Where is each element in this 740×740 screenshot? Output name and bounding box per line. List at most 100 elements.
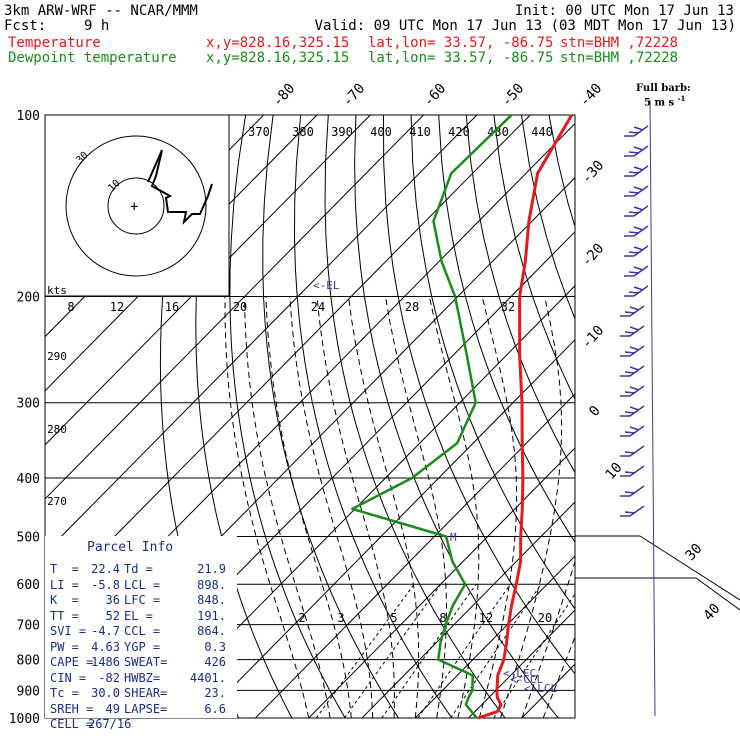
moist-adiabat-line — [348, 296, 420, 718]
wind-barb — [624, 125, 649, 137]
pressure-tick-label: 600 — [17, 578, 40, 593]
mixing-ratio-label: 20 — [538, 611, 552, 625]
isotherm-label: 30 — [682, 541, 705, 564]
wind-barb — [624, 225, 649, 237]
dry-adiabat-line — [229, 115, 346, 718]
level-annotation: <-EL — [313, 279, 340, 292]
wind-barb — [620, 325, 645, 337]
moist-adiabat-line — [542, 635, 575, 718]
sounding-traces — [351, 114, 573, 720]
parcel-cell: 23. — [204, 686, 226, 700]
pressure-tick-label: 500 — [17, 530, 40, 545]
parcel-cell: K = — [50, 593, 79, 607]
wind-barb — [620, 365, 645, 377]
temperature-xy: x,y=828.16,325.15 — [206, 35, 350, 51]
wind-barb — [620, 405, 645, 417]
theta-label: 380 — [292, 125, 314, 139]
isotherm-label: -40 — [577, 81, 606, 111]
isotherm-line — [45, 115, 424, 500]
parcel-row: CELL = 267/16 — [50, 717, 236, 732]
level-annotation: <-CCL — [510, 673, 543, 686]
isotherm-label: 40 — [700, 601, 723, 624]
theta-label: 420 — [448, 125, 470, 139]
parcel-row: SREH = 49 LAPSE= 6.6 — [50, 702, 236, 717]
mixing-ratio-label: 2 — [298, 611, 305, 625]
model-title: 3km ARW-WRF -- NCAR/MMM — [4, 3, 198, 19]
wind-barb — [620, 445, 645, 457]
parcel-cell: Td = — [124, 562, 153, 576]
parcel-cell: 267/16 — [88, 717, 132, 731]
pressure-tick-label: 800 — [17, 654, 40, 669]
isotherm-line — [308, 447, 575, 718]
theta-label: 370 — [248, 125, 270, 139]
parcel-cell: CELL = — [50, 717, 94, 731]
pressure-tick-label: 100 — [17, 109, 40, 124]
temperature-latlon: lat,lon= 33.57, -86.75 — [368, 35, 554, 51]
moist-adiabat-line — [478, 296, 518, 718]
dry-adiabat-line — [687, 115, 740, 718]
theta-label: 390 — [331, 125, 353, 139]
wind-barb — [620, 385, 645, 397]
dry-adiabat-line — [659, 115, 740, 718]
barb-area-line — [639, 535, 740, 601]
parcel-cell: PW = — [50, 639, 79, 654]
moist-adiabat-line — [224, 296, 310, 718]
parcel-cell: CIN = — [50, 670, 87, 685]
parcel-row: K = 36 LFC = 848. — [50, 593, 236, 608]
dry-adiabat-label: 280 — [47, 423, 67, 436]
dewpoint-trace — [351, 114, 513, 719]
parcel-cell: -82 — [98, 670, 120, 685]
isotherm-label: 10 — [602, 460, 625, 483]
moist-adiabat-line — [500, 296, 562, 718]
mixing-ratio-label: 3 — [337, 611, 344, 625]
dry-adiabat-line — [632, 115, 740, 718]
isotherm-line — [361, 501, 575, 718]
isotherm-line — [148, 285, 575, 718]
valid-time: Valid: 09 UTC Mon 17 Jun 13 (03 MDT Mon … — [314, 18, 736, 34]
parcel-cell: LCL = — [124, 577, 161, 592]
dry-adiabat-line — [410, 115, 575, 610]
parcel-cell: 864. — [197, 624, 226, 638]
pressure-tick-label: 900 — [17, 684, 40, 699]
moist-adiabat-line — [428, 296, 480, 718]
temperature-station: stn=BHM ,72228 — [560, 35, 679, 51]
moist-adiabat-line — [521, 559, 575, 718]
theta-label: 440 — [531, 125, 553, 139]
mixing-ratio-line — [417, 583, 511, 718]
speed-label: 28 — [405, 300, 419, 314]
dry-adiabat-line — [715, 115, 740, 718]
moist-adiabat-line — [385, 296, 448, 718]
speed-label: 20 — [233, 300, 247, 314]
wind-barbs — [620, 99, 656, 717]
hodograph-center-mark: + — [130, 199, 138, 215]
isotherm-line — [521, 663, 575, 718]
pressure-tick-label: 300 — [17, 397, 40, 412]
isotherm-line — [45, 115, 371, 446]
dry-adiabat-line — [520, 115, 575, 321]
mixing-ratio-line — [315, 583, 415, 718]
isotherm-line — [255, 393, 575, 718]
parcel-cell: LFC = — [124, 593, 161, 607]
barb-staff-line — [649, 99, 656, 717]
wind-barb — [620, 305, 645, 317]
dry-adiabat-line — [262, 115, 399, 718]
parcel-row: LI = -5.8 LCL = 898. — [50, 578, 236, 593]
plot-frame — [44, 114, 576, 719]
dry-adiabat-line — [293, 115, 453, 718]
speed-label: 8 — [67, 300, 74, 314]
wind-barb — [620, 345, 645, 357]
parcel-cell: 0.3 — [204, 639, 226, 654]
parcel-cell: TT = — [50, 608, 79, 623]
dry-adiabat-line — [324, 115, 506, 718]
parcel-cell: 49 — [105, 701, 120, 716]
parcel-cell: SHEAR= — [124, 686, 168, 700]
isotherm-label: -30 — [579, 158, 608, 188]
isotherm-line — [414, 555, 575, 718]
parcel-cell: 4.63 — [91, 639, 120, 654]
parcel-cell: 52 — [105, 608, 120, 623]
parcel-cell: 191. — [197, 608, 226, 623]
wind-barb — [624, 145, 649, 157]
isotherm-label: -50 — [499, 81, 528, 111]
parcel-cell: LAPSE= — [124, 701, 168, 716]
